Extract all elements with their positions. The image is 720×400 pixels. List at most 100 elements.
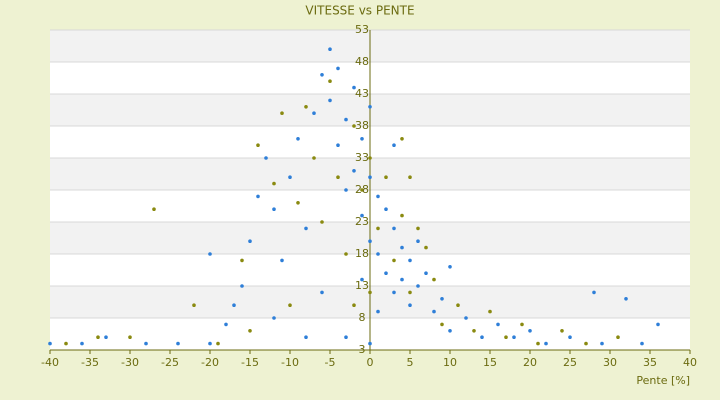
point — [176, 341, 180, 346]
point — [408, 303, 412, 308]
y-tick-label: 38 — [355, 119, 369, 132]
point — [464, 316, 468, 320]
point — [192, 303, 196, 308]
point — [152, 207, 156, 211]
point — [424, 245, 428, 250]
point — [376, 194, 380, 199]
point — [48, 341, 52, 346]
point — [352, 85, 356, 90]
x-tick-label: -40 — [41, 356, 59, 369]
y-tick-label: 8 — [359, 311, 366, 324]
point — [568, 335, 572, 340]
point — [368, 290, 372, 295]
point — [400, 277, 404, 282]
point — [240, 284, 244, 288]
point — [560, 329, 564, 333]
y-tick-label: 18 — [355, 247, 369, 260]
point — [248, 239, 252, 243]
point — [392, 226, 396, 231]
x-tick-label: -5 — [325, 356, 336, 369]
point — [432, 277, 436, 282]
point — [400, 213, 404, 218]
point — [296, 137, 300, 141]
point — [360, 137, 364, 141]
point — [280, 111, 284, 115]
point — [272, 181, 276, 186]
point — [256, 143, 260, 147]
x-tick-label: 0 — [367, 356, 374, 369]
point — [480, 335, 484, 340]
point — [376, 252, 380, 256]
point — [392, 290, 396, 295]
point — [336, 143, 340, 147]
point — [656, 322, 660, 327]
x-tick-label: -20 — [201, 356, 219, 369]
point — [384, 207, 388, 211]
point — [488, 309, 492, 314]
x-tick-label: 30 — [603, 356, 617, 369]
point — [416, 284, 420, 288]
x-tick-label: -10 — [281, 356, 299, 369]
point — [600, 341, 604, 346]
point — [304, 226, 308, 231]
point — [400, 245, 404, 250]
point — [344, 252, 348, 256]
point — [312, 111, 316, 115]
point — [384, 175, 388, 179]
point — [216, 341, 220, 346]
point — [272, 207, 276, 211]
point — [544, 341, 548, 346]
point — [288, 303, 292, 308]
point — [248, 329, 252, 333]
point — [528, 329, 532, 333]
y-tick-label: 13 — [355, 279, 369, 292]
x-tick-label: -15 — [241, 356, 259, 369]
x-tick-label: 5 — [407, 356, 414, 369]
point — [440, 297, 444, 301]
point — [368, 105, 372, 109]
y-tick-label: 3 — [359, 343, 366, 356]
x-tick-label: 15 — [483, 356, 497, 369]
point — [408, 175, 412, 179]
point — [472, 329, 476, 333]
point — [296, 201, 300, 205]
point — [368, 156, 372, 160]
point — [224, 322, 228, 327]
point — [640, 341, 644, 346]
point — [360, 213, 364, 218]
point — [352, 124, 356, 128]
y-tick-label: 43 — [355, 87, 369, 100]
point — [232, 303, 236, 308]
point — [448, 265, 452, 269]
point — [368, 175, 372, 179]
point — [416, 226, 420, 231]
point — [448, 329, 452, 333]
point — [456, 303, 460, 308]
point — [304, 335, 308, 340]
point — [496, 322, 500, 327]
point — [392, 143, 396, 147]
point — [592, 290, 596, 295]
point — [272, 316, 276, 320]
point — [384, 271, 388, 276]
point — [280, 258, 284, 263]
y-tick-label: 53 — [355, 23, 369, 36]
point — [312, 156, 316, 160]
point — [584, 341, 588, 346]
point — [344, 117, 348, 122]
point — [440, 322, 444, 327]
y-tick-label: 33 — [355, 151, 369, 164]
point — [208, 252, 212, 256]
point — [328, 79, 332, 83]
point — [344, 335, 348, 340]
point — [336, 175, 340, 179]
point — [336, 66, 340, 71]
y-tick-label: 48 — [355, 55, 369, 68]
point — [376, 226, 380, 231]
point — [616, 335, 620, 340]
point — [352, 169, 356, 173]
point — [96, 335, 100, 340]
point — [424, 271, 428, 276]
point — [128, 335, 132, 340]
point — [320, 290, 324, 295]
